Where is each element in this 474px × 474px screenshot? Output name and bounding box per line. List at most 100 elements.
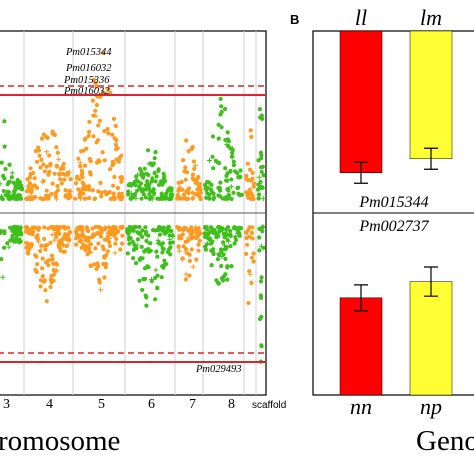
snp-point — [183, 177, 188, 182]
snp-point — [180, 196, 185, 201]
snp-point — [177, 184, 183, 190]
snp-point — [40, 274, 45, 279]
snp-point — [155, 196, 160, 201]
snp-point — [80, 180, 85, 185]
snp-point — [208, 187, 213, 192]
snp-point — [1, 173, 6, 179]
snp-point — [195, 187, 200, 192]
snp-point — [57, 245, 63, 251]
snp-point — [170, 240, 175, 245]
snp-point — [146, 265, 151, 270]
snp-point — [249, 134, 254, 139]
snp-point — [102, 227, 107, 232]
snp-point — [114, 138, 119, 143]
snp-point — [27, 175, 32, 180]
error-bar — [424, 266, 438, 297]
snp-point — [50, 257, 55, 262]
snp-point — [193, 192, 198, 197]
snp-point — [27, 247, 32, 252]
snp-point — [133, 195, 139, 201]
snp-point — [196, 225, 201, 231]
snp-point — [259, 169, 264, 174]
snp-point — [84, 146, 89, 151]
snp-point — [256, 196, 261, 201]
snp-point — [133, 224, 138, 230]
marker-label-top: Pm015344 — [358, 194, 428, 211]
snp-point — [98, 232, 103, 237]
snp-point — [190, 195, 195, 201]
snp-point — [34, 159, 40, 164]
snp-point — [134, 188, 140, 193]
snp-point — [43, 288, 48, 293]
snp-point — [249, 255, 255, 260]
snp-point — [37, 153, 42, 158]
snp-point — [101, 90, 106, 95]
snp-point — [9, 170, 15, 176]
snp-point — [260, 229, 265, 234]
snp-point — [53, 194, 58, 199]
snp-point — [248, 178, 253, 183]
x-tick-6: 6 — [148, 397, 155, 412]
snp-point — [182, 169, 187, 174]
bar-np — [409, 281, 453, 396]
snp-point — [47, 163, 53, 169]
category-nn: nn — [350, 394, 372, 419]
snp-point — [223, 247, 228, 252]
snp-point — [49, 273, 54, 278]
snp-point — [114, 236, 119, 242]
snp-point — [105, 234, 110, 239]
snp-point — [116, 194, 121, 199]
snp-point — [146, 148, 151, 153]
snp-point — [87, 156, 92, 162]
snp-point — [10, 233, 15, 238]
snp-point — [18, 196, 24, 201]
snp-point — [99, 194, 104, 199]
bar-lm — [409, 30, 453, 159]
snp-point — [213, 158, 218, 163]
x-tick-5: 5 — [98, 397, 105, 412]
snp-point — [49, 253, 55, 258]
snp-point — [231, 190, 236, 195]
snp-point — [189, 146, 194, 152]
snp-point — [193, 163, 199, 169]
snp-point — [46, 172, 51, 177]
snp-point — [3, 166, 8, 172]
snp-point — [216, 122, 221, 127]
snp-point — [259, 156, 264, 161]
marker-label-bottom: Pm002737 — [358, 218, 429, 235]
snp-point — [181, 192, 187, 197]
snp-point — [102, 255, 107, 260]
snp-point — [33, 225, 38, 230]
snp-point — [67, 238, 72, 243]
snp-point — [91, 113, 96, 118]
error-bar — [424, 147, 438, 170]
snp-point — [238, 168, 243, 173]
snp-point — [135, 237, 140, 242]
snp-point — [184, 138, 189, 143]
snp-point — [14, 233, 20, 238]
snp-point — [59, 181, 64, 186]
snp-point — [130, 239, 135, 244]
snp-point — [143, 183, 148, 188]
snp-point — [90, 188, 95, 193]
snp-point — [251, 181, 256, 186]
snp-point — [90, 235, 95, 240]
snp-point — [169, 228, 174, 234]
snp-point — [259, 275, 264, 280]
snp-point — [83, 238, 88, 243]
snp-point — [66, 225, 71, 230]
snp-point — [44, 164, 49, 169]
snp-point — [205, 232, 211, 237]
snp-point — [154, 174, 159, 179]
snp-point — [158, 179, 164, 184]
snp-point — [259, 153, 264, 158]
snp-point — [91, 134, 96, 139]
snp-point — [245, 190, 250, 195]
snp-point — [259, 113, 264, 118]
snp-point — [228, 184, 234, 190]
genotype-axis-title: Geno — [416, 425, 474, 457]
snp-point — [150, 176, 155, 181]
snp-point — [127, 181, 133, 186]
snp-point — [9, 175, 14, 180]
snp-point — [163, 194, 168, 200]
